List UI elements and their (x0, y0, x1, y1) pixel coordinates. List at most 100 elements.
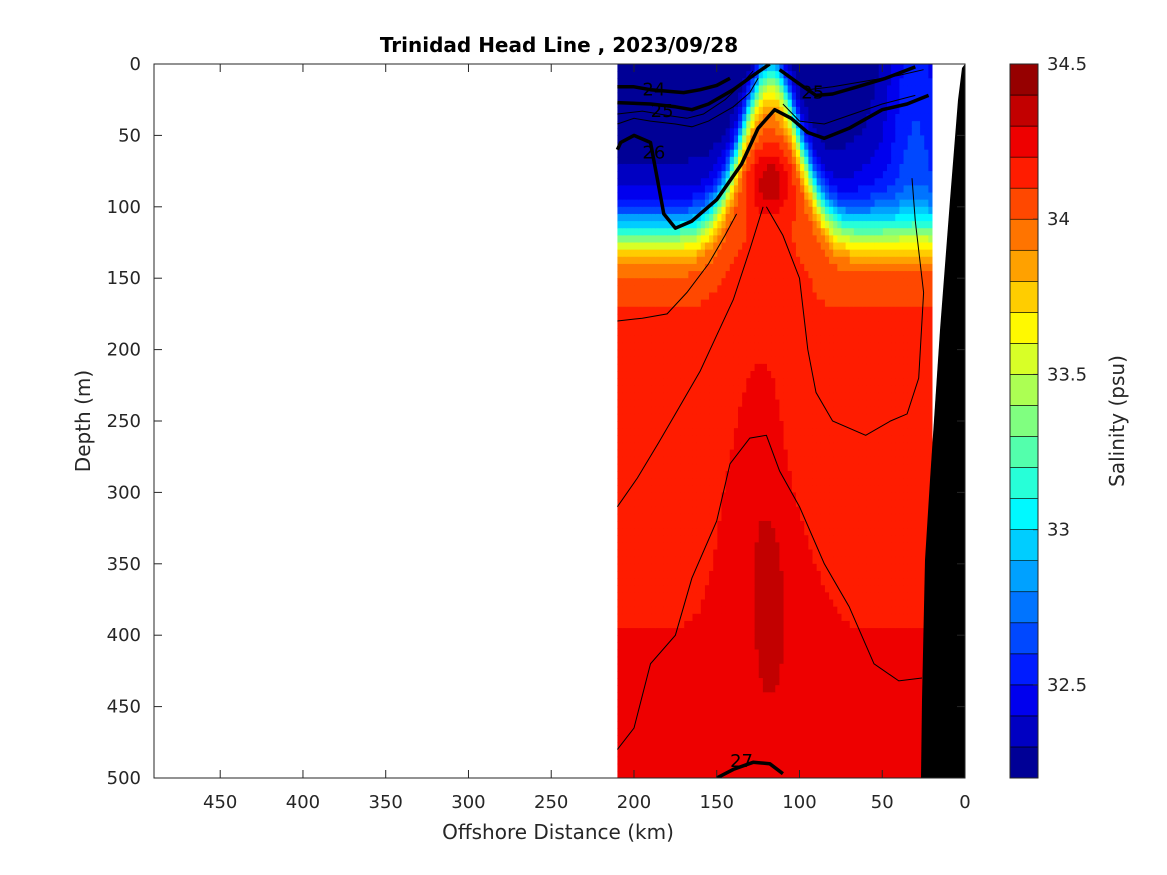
salinity-cell (733, 149, 739, 158)
salinity-cell (816, 535, 821, 543)
salinity-cell (762, 628, 767, 636)
salinity-cell (840, 71, 846, 79)
salinity-cell (853, 128, 859, 136)
salinity-cell (873, 656, 879, 665)
salinity-cell (729, 606, 734, 615)
salinity-cell (890, 435, 896, 444)
salinity-cell (845, 585, 850, 593)
salinity-cell (729, 635, 734, 643)
salinity-cell (799, 192, 805, 201)
salinity-cell (737, 185, 743, 194)
salinity-cell (799, 492, 805, 501)
salinity-cell (778, 378, 784, 386)
salinity-cell (857, 563, 863, 572)
salinity-cell (729, 449, 734, 458)
salinity-cell (902, 628, 908, 636)
salinity-cell (894, 142, 900, 151)
salinity-cell (774, 378, 780, 386)
salinity-cell (753, 549, 759, 558)
salinity-cell (787, 292, 792, 301)
salinity-cell (861, 149, 867, 158)
salinity-cell (890, 342, 896, 351)
salinity-cell (907, 642, 912, 651)
salinity-cell (770, 321, 776, 329)
salinity-cell (836, 606, 842, 615)
salinity-cell (861, 371, 867, 379)
salinity-cell (782, 192, 788, 201)
salinity-cell (791, 442, 796, 451)
salinity-cell (911, 535, 916, 543)
salinity-cell (820, 385, 825, 394)
salinity-cell (890, 428, 896, 436)
salinity-cell (753, 342, 759, 351)
salinity-cell (869, 606, 875, 615)
salinity-cell (828, 606, 834, 615)
salinity-cell (902, 620, 908, 629)
salinity-cell (828, 542, 834, 551)
salinity-cell (828, 328, 834, 336)
salinity-cell (828, 356, 834, 365)
salinity-cell (733, 549, 739, 558)
salinity-cell (840, 649, 846, 658)
salinity-cell (849, 535, 854, 543)
salinity-cell (762, 235, 767, 244)
salinity-cell (853, 456, 859, 465)
salinity-cell (907, 485, 912, 493)
salinity-cell (820, 363, 825, 372)
salinity-cell (923, 206, 929, 215)
salinity-cell (836, 613, 842, 622)
salinity-cell (882, 670, 887, 679)
salinity-cell (865, 585, 871, 593)
salinity-cell (853, 271, 859, 279)
salinity-cell (795, 106, 801, 115)
salinity-cell (787, 563, 792, 572)
salinity-cell (849, 249, 854, 258)
salinity-cell (849, 442, 854, 451)
salinity-cell (849, 770, 854, 778)
salinity-cell (729, 321, 734, 329)
salinity-cell (787, 385, 792, 394)
salinity-cell (902, 692, 908, 701)
salinity-cell (828, 585, 834, 593)
salinity-cell (915, 442, 921, 451)
salinity-cell (898, 499, 904, 508)
salinity-cell (911, 685, 916, 693)
salinity-cell (861, 428, 867, 436)
salinity-cell (816, 421, 821, 429)
salinity-cell (902, 128, 908, 136)
salinity-cell (907, 749, 912, 758)
salinity-cell (774, 756, 780, 765)
salinity-cell (778, 720, 784, 729)
salinity-cell (828, 106, 834, 115)
salinity-cell (886, 128, 892, 136)
salinity-cell (873, 549, 879, 558)
salinity-cell (820, 228, 825, 236)
salinity-cell (853, 221, 859, 229)
salinity-cell (725, 249, 730, 258)
salinity-cell (737, 392, 743, 401)
salinity-cell (749, 535, 755, 543)
salinity-cell (729, 199, 734, 208)
salinity-cell (911, 663, 916, 672)
salinity-cell (803, 121, 809, 129)
salinity-cell (832, 213, 838, 222)
salinity-cell (824, 163, 830, 172)
salinity-cell (762, 378, 767, 386)
salinity-cell (907, 185, 912, 194)
salinity-cell (803, 92, 809, 101)
salinity-cell (923, 528, 929, 536)
salinity-cell (725, 435, 730, 444)
salinity-cell (803, 64, 809, 72)
salinity-cell (753, 413, 759, 422)
salinity-cell (840, 235, 846, 244)
salinity-cell (791, 635, 796, 643)
salinity-cell (898, 249, 904, 258)
salinity-cell (869, 599, 875, 608)
salinity-cell (886, 363, 892, 372)
salinity-cell (824, 413, 830, 422)
salinity-cell (745, 135, 751, 144)
salinity-cell (811, 256, 817, 265)
salinity-cell (915, 513, 921, 522)
salinity-cell (741, 178, 747, 186)
salinity-cell (915, 392, 921, 401)
